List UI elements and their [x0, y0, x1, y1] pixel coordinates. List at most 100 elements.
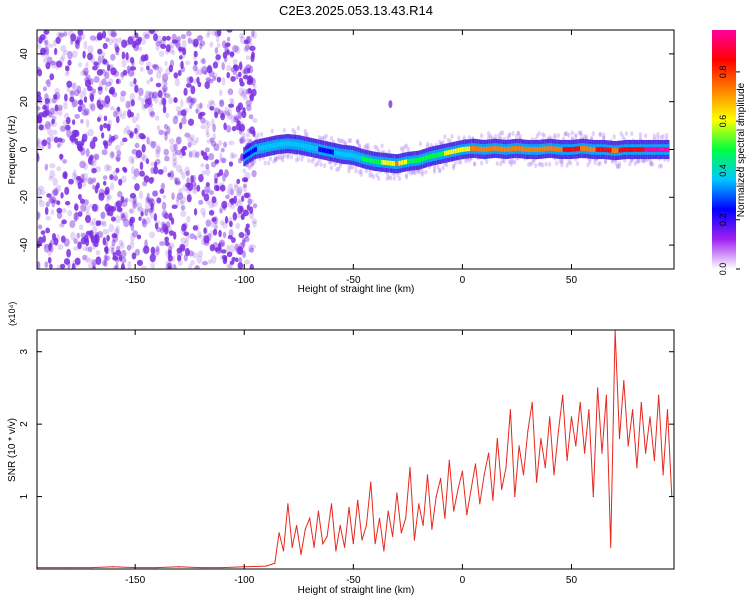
colorbar-tick-label: 0.6: [718, 115, 728, 128]
spectrogram-ridge-cell: [450, 149, 454, 155]
spectrogram-halo-cell: [281, 157, 285, 163]
spectrogram-noise-cell: [192, 225, 198, 231]
spectrogram-halo-cell: [602, 135, 606, 141]
spectrogram-noise-cell: [120, 72, 125, 80]
spectrogram-noise-cell: [104, 189, 109, 196]
spectrogram-noise-cell: [212, 72, 218, 80]
spectrogram-halo-cell: [329, 135, 334, 141]
spectrogram-noise-cell: [62, 159, 67, 164]
spectrogram-ridge-cell: [327, 148, 330, 154]
spectrogram-noise-cell: [50, 60, 56, 69]
spectrogram-halo-cell: [420, 171, 424, 177]
spectrogram-halo-cell: [359, 172, 363, 177]
spectrogram-noise-cell: [119, 211, 125, 219]
spectrogram-noise-cell: [81, 109, 89, 116]
spectrogram-noise-cell: [199, 102, 203, 109]
spectrogram-noise-cell: [165, 112, 170, 119]
spectrogram-noise-cell: [69, 89, 75, 96]
spectrogram-noise-cell: [142, 181, 148, 187]
spectrogram-ridge-cell: [491, 146, 494, 152]
spectrogram-noise-cell: [42, 123, 49, 131]
spectrogram-noise-cell: [195, 108, 199, 114]
spectrogram-noise-cell: [95, 256, 102, 265]
spectrogram-noise-cell: [138, 190, 144, 200]
spectrogram-noise-cell: [225, 42, 231, 48]
spectrogram-ridge-cell: [386, 160, 389, 166]
spectrogram-noise-cell: [74, 39, 80, 45]
spectrogram-noise-cell: [146, 90, 152, 97]
spectrogram-noise-cell: [99, 220, 103, 226]
spectrogram-noise-cell: [51, 118, 55, 125]
spectrogram-noise-cell: [249, 247, 255, 253]
spectrogram-noise-cell: [44, 261, 49, 269]
spectrogram-halo-cell: [619, 131, 623, 137]
spectrogram-noise-cell: [151, 94, 156, 102]
spectrogram-noise-cell: [155, 82, 162, 88]
spectrogram-noise-cell: [224, 106, 229, 115]
snr-point: [291, 546, 293, 548]
spectrogram-ridge-cell: [447, 150, 450, 155]
spectrogram-ridge-cell: [552, 146, 555, 152]
spectrogram-noise-cell: [74, 257, 81, 266]
spectrogram-noise-cell: [212, 133, 217, 140]
spectrogram-halo-cell: [499, 130, 503, 136]
spectrogram-halo-cell: [336, 166, 341, 172]
spectrogram-halo-cell: [322, 163, 327, 169]
spectrogram-halo-cell: [385, 176, 389, 181]
spectrogram-noise-cell: [42, 104, 48, 110]
spectrogram-noise-cell: [229, 260, 235, 265]
spectrogram-noise-cell: [89, 178, 94, 185]
spectrogram-noise-cell: [160, 182, 166, 190]
snr-point: [365, 524, 368, 527]
spectrogram-noise-cell: [85, 61, 89, 70]
spectrogram-noise-cell: [222, 204, 227, 211]
spectrogram-noise-cell: [224, 43, 229, 50]
spectrogram-noise-cell: [226, 72, 231, 79]
spectrogram-noise-cell: [41, 140, 46, 149]
spectrogram-noise-cell: [87, 257, 93, 263]
spectrogram-noise-cell: [130, 71, 136, 77]
spectrogram-halo-cell: [511, 159, 515, 164]
spectrogram-ridge-cell: [639, 147, 642, 152]
spectrogram-noise-cell: [241, 110, 247, 119]
spectrogram-noise-cell: [60, 44, 67, 52]
spectrogram-noise-cell: [155, 245, 160, 253]
spectrogram-noise-cell: [241, 177, 248, 183]
spectrogram-ridge-cell: [649, 147, 653, 152]
spectrogram-ridge-cell: [283, 141, 286, 147]
snr-point: [627, 445, 629, 447]
spectrogram-noise-cell: [88, 262, 94, 269]
spectrogram-noise-cell: [102, 58, 108, 65]
spectrogram-noise-cell: [37, 68, 43, 77]
spectrogram-noise-cell: [188, 264, 193, 269]
spectrogram-noise-cell: [82, 67, 89, 76]
spectrogram-noise-cell: [44, 98, 51, 104]
spectrogram-noise-cell: [160, 226, 165, 234]
spectrogram-noise-cell: [252, 83, 257, 90]
spectrogram-ridge-cell: [374, 159, 377, 164]
spectrogram-noise-cell: [251, 30, 255, 38]
spectrogram-noise-cell: [209, 106, 215, 111]
spectrogram-noise-cell: [156, 197, 162, 204]
spectrogram-noise-cell: [175, 136, 181, 146]
spectrogram-noise-cell: [140, 208, 147, 216]
spectrogram-noise-cell: [145, 65, 150, 71]
snr-point: [439, 477, 442, 480]
spectrogram-halo-cell: [516, 130, 520, 136]
spectrogram-halo-cell: [246, 137, 250, 143]
spectrogram-noise-cell: [54, 104, 59, 112]
spectrogram-noise-cell: [237, 262, 244, 269]
spectrogram-noise-cell: [238, 263, 244, 269]
spectrogram-noise-cell: [97, 86, 103, 91]
spectrogram-noise-cell: [155, 40, 162, 47]
spectrogram-halo-cell: [644, 133, 648, 139]
spectrogram-ridge-cell: [641, 147, 644, 152]
spectrogram-halo-cell: [368, 173, 372, 178]
spectrogram-halo-cell: [495, 161, 499, 166]
snr-point: [361, 539, 363, 541]
spectrogram-noise-cell: [125, 100, 131, 109]
snr-point: [309, 517, 311, 519]
spectrogram-ridge-cell: [520, 146, 523, 152]
spectrogram-noise-cell: [231, 256, 236, 262]
spectrogram-halo-cell: [387, 149, 391, 155]
